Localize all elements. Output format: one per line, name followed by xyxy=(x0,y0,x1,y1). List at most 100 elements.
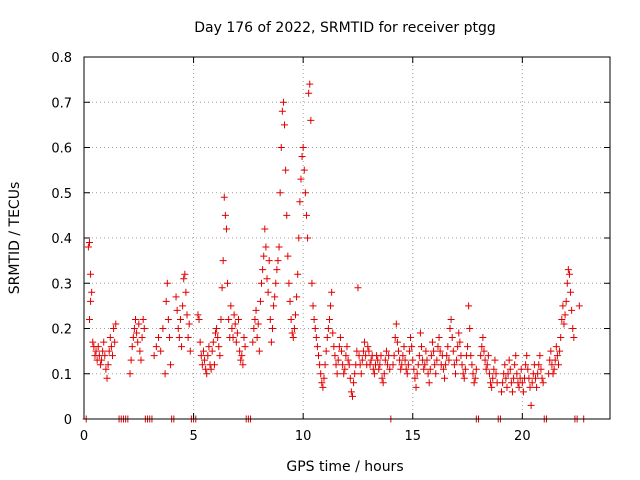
data-point xyxy=(559,302,567,310)
data-point xyxy=(424,370,432,378)
data-point xyxy=(135,320,143,328)
data-point xyxy=(410,365,418,373)
data-point xyxy=(271,293,279,301)
data-point xyxy=(159,325,167,332)
data-point xyxy=(480,347,488,355)
data-point xyxy=(305,89,313,97)
data-point xyxy=(523,352,531,360)
data-point xyxy=(215,343,223,351)
data-point xyxy=(376,361,384,369)
data-point xyxy=(569,325,577,332)
data-point xyxy=(483,361,491,369)
x-axis-label: GPS time / hours xyxy=(286,459,403,475)
data-point xyxy=(392,320,400,328)
data-point xyxy=(456,338,464,346)
data-point xyxy=(535,361,543,369)
data-point xyxy=(467,352,475,360)
data-point xyxy=(175,334,183,342)
data-point xyxy=(112,320,120,328)
data-point xyxy=(272,279,280,287)
data-point xyxy=(85,315,93,323)
data-point xyxy=(365,347,373,355)
data-point xyxy=(380,370,388,378)
data-point xyxy=(420,365,428,373)
data-point xyxy=(311,325,319,332)
data-point xyxy=(236,347,244,355)
data-point xyxy=(218,284,226,292)
data-point xyxy=(466,325,474,332)
data-point xyxy=(370,370,378,378)
data-point xyxy=(552,343,560,351)
data-point xyxy=(161,370,169,378)
data-point xyxy=(469,370,477,378)
data-point xyxy=(393,338,401,346)
data-point xyxy=(138,334,146,342)
data-point xyxy=(533,383,541,391)
data-point xyxy=(550,365,558,373)
data-point xyxy=(296,198,304,206)
data-point xyxy=(167,361,175,369)
data-point xyxy=(295,234,303,242)
data-point xyxy=(439,365,447,373)
data-point xyxy=(290,325,298,332)
data-point xyxy=(415,352,423,360)
data-point xyxy=(182,288,190,296)
data-point xyxy=(492,370,500,378)
data-point xyxy=(512,352,520,360)
data-point xyxy=(261,225,269,233)
data-point xyxy=(348,392,356,400)
data-point xyxy=(357,370,365,378)
data-point xyxy=(212,329,219,337)
data-point xyxy=(431,361,439,369)
data-point xyxy=(351,370,359,378)
data-point xyxy=(341,365,349,373)
data-point xyxy=(528,379,536,387)
data-point xyxy=(336,334,344,342)
data-point xyxy=(241,343,249,351)
data-point xyxy=(88,288,96,296)
data-point xyxy=(178,343,186,351)
data-point xyxy=(389,361,397,369)
data-point xyxy=(104,361,112,369)
data-point xyxy=(323,334,331,342)
data-point xyxy=(318,379,326,387)
data-point xyxy=(513,370,521,378)
data-point xyxy=(214,334,222,342)
data-point xyxy=(367,356,375,364)
data-point xyxy=(409,356,417,364)
data-point xyxy=(263,275,271,283)
data-point xyxy=(139,315,147,323)
y-tick-label: 0.6 xyxy=(51,142,72,157)
data-point xyxy=(395,347,403,355)
data-point xyxy=(136,347,144,355)
data-point xyxy=(232,338,240,346)
data-point xyxy=(505,356,513,364)
data-point xyxy=(563,279,571,287)
data-point xyxy=(174,325,182,332)
data-point xyxy=(568,306,576,314)
data-point xyxy=(308,279,316,287)
data-point xyxy=(219,257,227,265)
data-point xyxy=(347,388,355,396)
data-point xyxy=(184,334,192,342)
data-point xyxy=(209,338,217,346)
data-point xyxy=(430,347,438,355)
data-point xyxy=(87,297,95,305)
data-point xyxy=(229,334,237,342)
data-point xyxy=(140,325,148,332)
data-point xyxy=(221,211,229,219)
data-point xyxy=(455,329,463,337)
data-point xyxy=(176,315,184,323)
axis-ticks xyxy=(83,56,610,420)
data-point xyxy=(504,370,512,378)
data-point xyxy=(329,329,337,337)
data-point xyxy=(537,365,545,373)
data-point xyxy=(224,279,232,287)
data-point xyxy=(132,315,140,323)
y-tick-label: 0.1 xyxy=(51,368,72,383)
data-point xyxy=(416,329,424,337)
data-point xyxy=(137,356,145,364)
data-point xyxy=(111,338,119,346)
data-point xyxy=(485,370,493,378)
